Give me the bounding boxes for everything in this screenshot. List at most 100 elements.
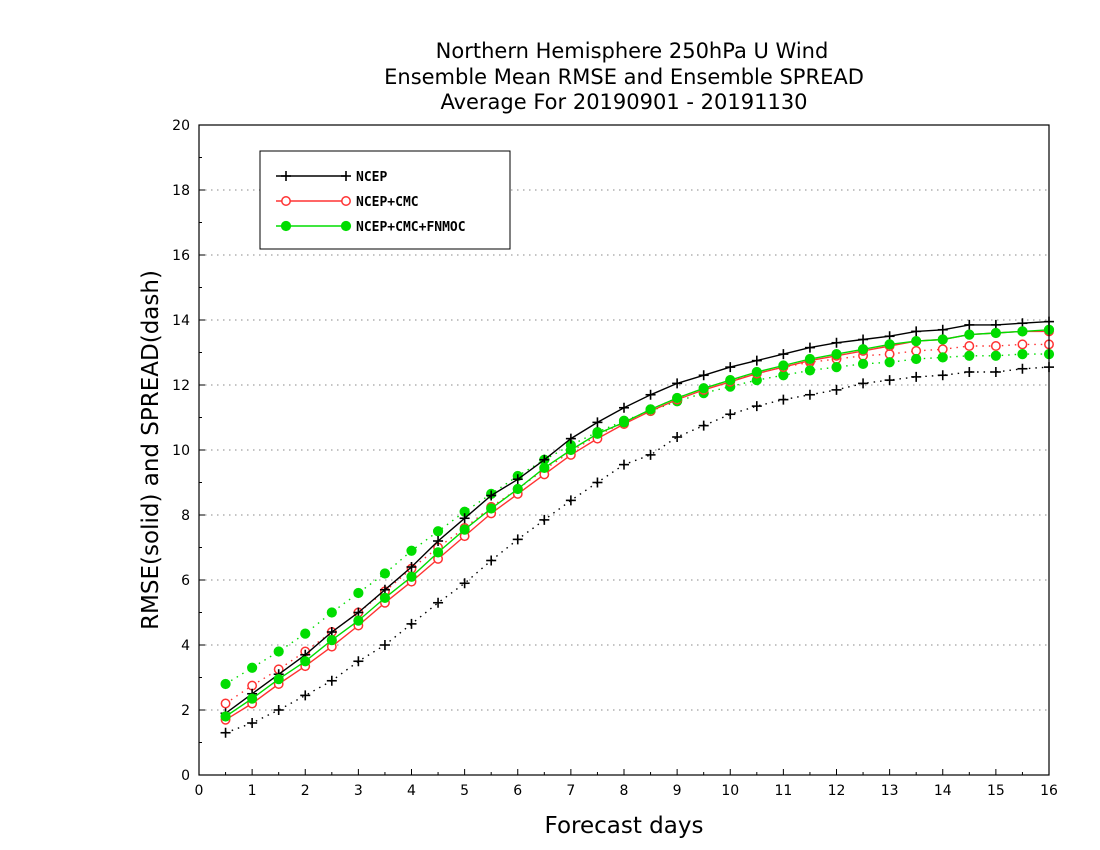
data-point-ncep-cmc-fnmoc-rmse bbox=[990, 327, 1001, 339]
legend-marker bbox=[341, 196, 351, 206]
data-point-ncep-spread bbox=[220, 727, 231, 738]
data-point-ncep-cmc-fnmoc-rmse bbox=[857, 344, 869, 355]
data-point-ncep-spread bbox=[300, 690, 311, 701]
data-point-ncep-cmc-fnmoc-spread bbox=[326, 607, 337, 618]
data-point-ncep-cmc-fnmoc-rmse bbox=[247, 693, 258, 704]
data-point-ncep-spread bbox=[804, 389, 815, 400]
data-point-ncep-spread bbox=[1017, 363, 1028, 374]
data-point-ncep-cmc-fnmoc-rmse bbox=[432, 547, 444, 558]
y-tick-label: 14 bbox=[172, 313, 190, 329]
x-tick-label: 3 bbox=[354, 783, 363, 799]
y-tick-label: 12 bbox=[172, 378, 190, 394]
data-point-ncep-rmse bbox=[964, 319, 975, 330]
chart-title: Northern Hemisphere 250hPa U Wind Ensemb… bbox=[384, 39, 864, 114]
series-ncep-cmc-fnmoc-spread bbox=[220, 349, 1055, 690]
y-axis: 0 2 4 6 8 10 12 14 16 18 20 bbox=[172, 118, 205, 784]
x-tick-label: 6 bbox=[513, 783, 522, 799]
title-line-1: Northern Hemisphere 250hPa U Wind bbox=[436, 39, 829, 63]
x-tick-label: 14 bbox=[934, 783, 952, 799]
x-axis: 0 1 2 3 4 5 6 7 8 9 10 11 12 13 14 15 16 bbox=[195, 769, 1058, 799]
x-tick-label: 15 bbox=[987, 783, 1005, 799]
data-point-ncep-cmc-fnmoc-rmse bbox=[273, 674, 284, 685]
data-point-ncep-cmc-fnmoc-spread bbox=[353, 587, 364, 599]
data-point-ncep-cmc-fnmoc-rmse bbox=[459, 524, 470, 535]
x-tick-label: 9 bbox=[673, 783, 682, 799]
x-tick-label: 8 bbox=[620, 783, 629, 799]
data-point-ncep-rmse bbox=[725, 362, 736, 373]
legend-marker bbox=[280, 220, 292, 232]
series-line-ncep-spread bbox=[225, 366, 1050, 734]
data-point-ncep-spread bbox=[778, 394, 789, 405]
data-point-ncep-cmc-fnmoc-rmse bbox=[406, 571, 417, 582]
data-point-ncep-cmc-fnmoc-rmse bbox=[778, 360, 789, 371]
data-point-ncep-spread bbox=[911, 371, 922, 382]
title-line-2: Ensemble Mean RMSE and Ensemble SPREAD bbox=[384, 65, 864, 89]
data-point-ncep-cmc-fnmoc-rmse bbox=[964, 329, 975, 340]
data-point-ncep-spread bbox=[247, 718, 258, 728]
data-point-ncep-cmc-fnmoc-spread bbox=[937, 352, 948, 363]
x-tick-label: 5 bbox=[460, 783, 469, 799]
data-point-ncep-spread bbox=[273, 705, 284, 715]
data-point-ncep-rmse bbox=[592, 417, 603, 428]
data-point-ncep-spread bbox=[990, 367, 1001, 377]
data-point-ncep-rmse bbox=[619, 402, 629, 413]
data-point-ncep-spread bbox=[884, 375, 895, 386]
x-axis-title: Forecast days bbox=[545, 813, 704, 839]
series-line-ncep-rmse bbox=[225, 320, 1050, 714]
data-point-ncep-cmc-fnmoc-spread bbox=[831, 362, 842, 373]
data-point-ncep-rmse bbox=[751, 355, 762, 366]
data-point-ncep-spread bbox=[725, 409, 736, 420]
data-point-ncep-spread bbox=[326, 675, 337, 686]
data-point-ncep-spread bbox=[751, 401, 762, 412]
x-tick-label: 4 bbox=[407, 783, 416, 799]
legend-marker bbox=[281, 171, 291, 181]
data-point-ncep-cmc-fnmoc-rmse bbox=[300, 656, 311, 667]
data-point-ncep-cmc-fnmoc-rmse bbox=[592, 428, 603, 439]
x-tick-label: 2 bbox=[301, 783, 310, 799]
data-point-ncep-cmc-fnmoc-rmse bbox=[645, 404, 656, 415]
data-point-ncep-cmc-fnmoc-spread bbox=[220, 678, 231, 690]
data-point-ncep-spread bbox=[858, 378, 869, 389]
data-point-ncep-cmc-fnmoc-spread bbox=[273, 646, 284, 657]
series-line-ncep-cmc-rmse bbox=[225, 330, 1049, 721]
data-point-ncep-cmc-spread bbox=[964, 341, 975, 351]
legend-item-ncep: NCEP bbox=[276, 170, 387, 185]
data-point-ncep-cmc-fnmoc-spread bbox=[884, 357, 895, 368]
data-point-ncep-cmc-fnmoc-rmse bbox=[804, 353, 816, 365]
data-point-ncep-cmc-spread bbox=[247, 680, 258, 691]
data-point-ncep-cmc-fnmoc-rmse bbox=[672, 392, 683, 404]
series-ncep-cmc-spread bbox=[220, 339, 1054, 709]
series-line-ncep-cmc-fnmoc-spread bbox=[225, 353, 1049, 685]
data-point-ncep-rmse bbox=[858, 334, 869, 345]
series-ncep-cmc-fnmoc-rmse bbox=[220, 324, 1055, 722]
data-point-ncep-cmc-fnmoc-rmse bbox=[565, 444, 576, 456]
x-tick-label: 7 bbox=[566, 783, 575, 799]
data-point-ncep-rmse bbox=[645, 389, 656, 400]
y-tick-label: 10 bbox=[172, 443, 190, 459]
data-point-ncep-cmc-spread bbox=[220, 698, 231, 709]
data-point-ncep-spread bbox=[379, 640, 390, 650]
data-point-ncep-cmc-fnmoc-rmse bbox=[539, 462, 550, 473]
data-point-ncep-rmse bbox=[831, 337, 842, 348]
data-point-ncep-cmc-fnmoc-rmse bbox=[884, 339, 895, 350]
data-point-ncep-cmc-fnmoc-rmse bbox=[911, 336, 922, 347]
x-tick-label: 10 bbox=[721, 783, 739, 799]
x-tick-label: 13 bbox=[881, 783, 899, 799]
data-point-ncep-cmc-fnmoc-rmse bbox=[326, 635, 337, 646]
data-point-ncep-cmc-fnmoc-rmse bbox=[1017, 326, 1028, 337]
data-point-ncep-cmc-fnmoc-rmse bbox=[751, 366, 762, 378]
data-point-ncep-cmc-spread bbox=[937, 344, 948, 355]
y-tick-label: 8 bbox=[181, 508, 190, 524]
legend-marker bbox=[281, 196, 291, 206]
y-tick-label: 0 bbox=[181, 768, 190, 784]
legend-label: NCEP bbox=[356, 170, 387, 185]
data-point-ncep-spread bbox=[672, 432, 683, 442]
data-point-ncep-spread bbox=[512, 534, 523, 545]
y-tick-label: 4 bbox=[181, 638, 190, 654]
data-point-ncep-cmc-fnmoc-rmse bbox=[512, 483, 523, 495]
data-point-ncep-spread bbox=[539, 514, 550, 525]
data-point-ncep-cmc-fnmoc-spread bbox=[406, 545, 417, 556]
data-point-ncep-cmc-fnmoc-spread bbox=[804, 365, 816, 376]
data-point-ncep-rmse bbox=[672, 378, 683, 389]
